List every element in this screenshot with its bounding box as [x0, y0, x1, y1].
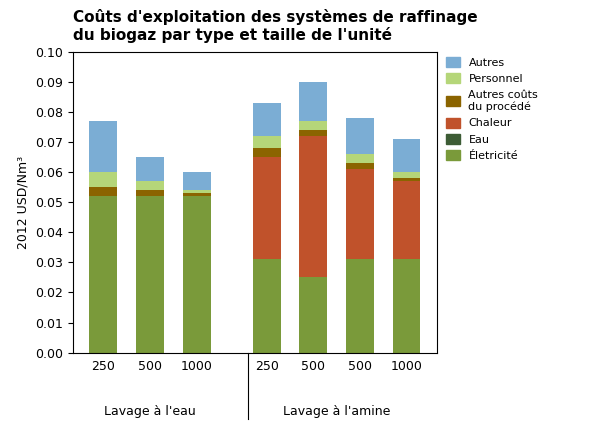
- Bar: [183, 172, 211, 190]
- Bar: [89, 172, 117, 187]
- Bar: [299, 277, 327, 353]
- Y-axis label: 2012 USD/Nm³: 2012 USD/Nm³: [16, 156, 30, 249]
- Bar: [393, 178, 421, 181]
- Bar: [183, 190, 211, 193]
- Bar: [346, 118, 374, 154]
- Bar: [253, 148, 280, 157]
- Bar: [299, 121, 327, 130]
- Bar: [393, 172, 421, 178]
- Legend: Autres, Personnel, Autres coûts
du procédé, Chaleur, Eau, Életricité: Autres, Personnel, Autres coûts du procé…: [446, 57, 538, 161]
- Bar: [183, 196, 211, 353]
- Bar: [299, 136, 327, 277]
- Bar: [136, 196, 164, 353]
- Bar: [393, 181, 421, 259]
- Bar: [89, 196, 117, 353]
- Bar: [253, 157, 280, 259]
- Bar: [183, 193, 211, 196]
- Bar: [346, 154, 374, 163]
- Text: Lavage à l'amine: Lavage à l'amine: [283, 405, 390, 418]
- Bar: [346, 259, 374, 353]
- Bar: [393, 139, 421, 172]
- Bar: [253, 136, 280, 148]
- Bar: [253, 103, 280, 136]
- Bar: [136, 157, 164, 181]
- Bar: [346, 169, 374, 259]
- Text: Coûts d'exploitation des systèmes de raffinage
du biogaz par type et taille de l: Coûts d'exploitation des systèmes de raf…: [73, 9, 478, 43]
- Bar: [89, 187, 117, 196]
- Bar: [253, 259, 280, 353]
- Bar: [299, 130, 327, 136]
- Bar: [136, 190, 164, 196]
- Bar: [299, 82, 327, 121]
- Text: Lavage à l'eau: Lavage à l'eau: [104, 405, 196, 418]
- Bar: [393, 259, 421, 353]
- Bar: [89, 121, 117, 172]
- Bar: [346, 163, 374, 169]
- Bar: [136, 181, 164, 190]
